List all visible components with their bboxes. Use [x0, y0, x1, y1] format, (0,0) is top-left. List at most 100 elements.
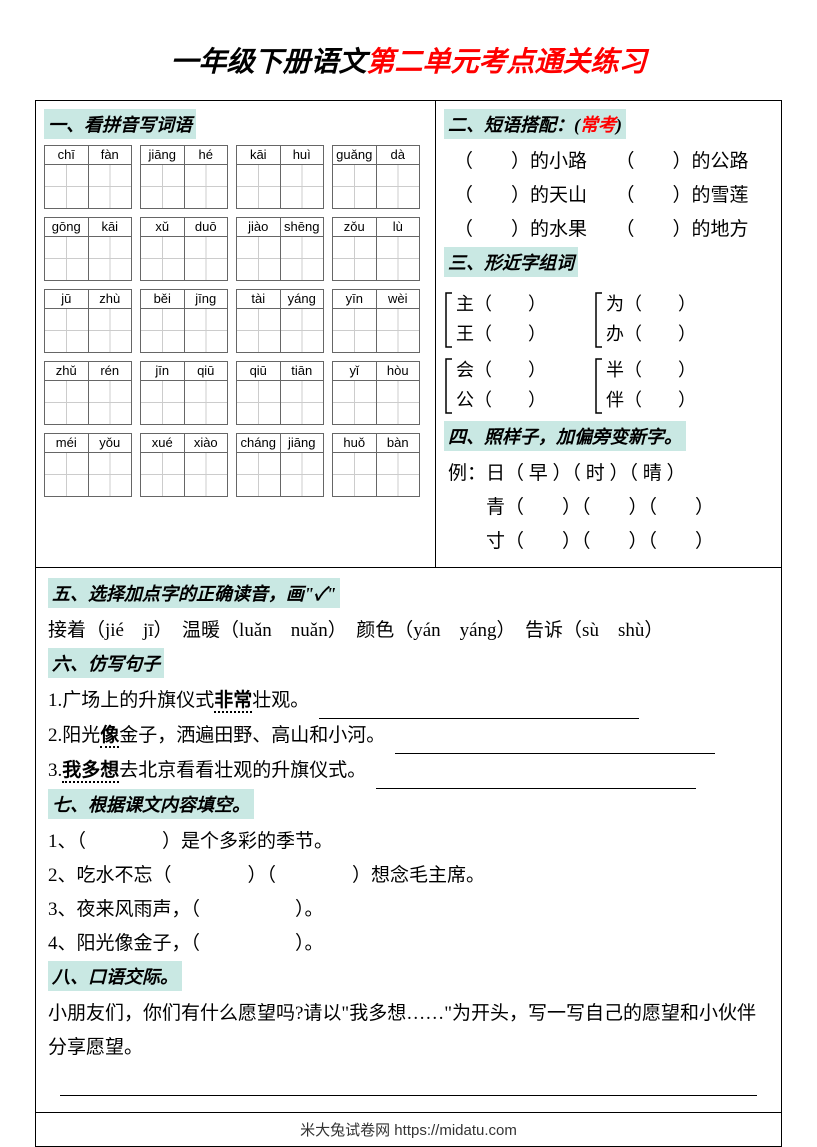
bottom-section: 五、选择加点字的正确读音，画"✓" 接着（jié jī） 温暖（luǎn nuǎ…	[36, 567, 781, 1112]
right-column: 二、短语搭配：(常考) （ ）的小路 （ ）的公路（ ）的天山 （ ）的雪莲（ …	[436, 101, 781, 567]
char-cell[interactable]	[141, 381, 185, 424]
pinyin-cell: wèi	[377, 290, 420, 308]
section3-header: 三、形近字组词	[444, 247, 578, 277]
pinyin-block: yīnwèi	[332, 289, 420, 353]
section3-groups: 主（ ）王（ ）为（ ）办（ ）会（ ）公（ ）半（ ）伴（ ）	[444, 289, 773, 415]
pinyin-cell: yīn	[333, 290, 377, 308]
pinyin-cell: zǒu	[333, 218, 377, 236]
top-row: 一、看拼音写词语 chīfànjiānghékāihuìguǎngdàgōngk…	[36, 101, 781, 567]
pinyin-block: jiānghé	[140, 145, 228, 209]
pinyin-grid: chīfànjiānghékāihuìguǎngdàgōngkāixǔduōji…	[44, 145, 427, 497]
pinyin-cell: méi	[45, 434, 89, 452]
char-cell[interactable]	[281, 309, 324, 352]
char-cell[interactable]	[377, 381, 420, 424]
char-cell[interactable]	[333, 165, 377, 208]
pinyin-cell: xiào	[185, 434, 228, 452]
pinyin-block: tàiyáng	[236, 289, 324, 353]
char-cell[interactable]	[377, 453, 420, 496]
char-cell[interactable]	[185, 309, 228, 352]
pinyin-block: běijīng	[140, 289, 228, 353]
pinyin-block: méiyǒu	[44, 433, 132, 497]
char-cell[interactable]	[45, 381, 89, 424]
char-cell[interactable]	[281, 381, 324, 424]
char-cell[interactable]	[45, 309, 89, 352]
pinyin-cell: gōng	[45, 218, 89, 236]
section2-lines: （ ）的小路 （ ）的公路（ ）的天山 （ ）的雪莲（ ）的水果 （ ）的地方	[444, 145, 773, 247]
char-cell[interactable]	[333, 237, 377, 280]
char-cell[interactable]	[377, 165, 420, 208]
pinyin-cell: cháng	[237, 434, 281, 452]
pinyin-block: chángjiāng	[236, 433, 324, 497]
bracket-item: 主（ ）	[456, 289, 546, 319]
left-column: 一、看拼音写词语 chīfànjiānghékāihuìguǎngdàgōngk…	[36, 101, 436, 567]
pinyin-cell: jīng	[185, 290, 228, 308]
char-cell[interactable]	[89, 309, 132, 352]
section7-header: 七、根据课文内容填空。	[48, 789, 254, 819]
bracket-item: 办（ ）	[606, 319, 696, 349]
pinyin-block: zǒulù	[332, 217, 420, 281]
bracket-column: 半（ ）伴（ ）	[606, 355, 696, 415]
pinyin-cell: hòu	[377, 362, 420, 380]
char-cell[interactable]	[45, 453, 89, 496]
char-cell[interactable]	[377, 309, 420, 352]
answer-blank[interactable]	[319, 697, 639, 719]
pinyin-cell: zhù	[89, 290, 132, 308]
answer-blank[interactable]	[376, 767, 696, 789]
section8-header: 八、口语交际。	[48, 961, 182, 991]
char-cell[interactable]	[377, 237, 420, 280]
char-cell[interactable]	[89, 381, 132, 424]
pinyin-block: jiàoshēng	[236, 217, 324, 281]
pinyin-cell: shēng	[281, 218, 324, 236]
char-cell[interactable]	[185, 381, 228, 424]
pinyin-block: jīnqiū	[140, 361, 228, 425]
char-cell[interactable]	[185, 237, 228, 280]
char-cell[interactable]	[237, 453, 281, 496]
char-cell[interactable]	[89, 453, 132, 496]
char-cell[interactable]	[237, 165, 281, 208]
pinyin-block: xǔduō	[140, 217, 228, 281]
pinyin-cell: fàn	[89, 146, 132, 164]
char-cell[interactable]	[141, 237, 185, 280]
example-line: 寸（ ）（ ）（ ）	[444, 525, 773, 559]
bracket-item: 公（ ）	[456, 385, 546, 415]
char-cell[interactable]	[237, 309, 281, 352]
writing-line[interactable]	[60, 1095, 757, 1096]
char-cell[interactable]	[333, 453, 377, 496]
pinyin-cell: duō	[185, 218, 228, 236]
pinyin-cell: xué	[141, 434, 185, 452]
section7-lines: 1、（ ）是个多彩的季节。2、吃水不忘（ ）（ ）想念毛主席。3、夜来风雨声，（…	[48, 825, 769, 961]
char-cell[interactable]	[89, 165, 132, 208]
char-cell[interactable]	[237, 237, 281, 280]
answer-blank[interactable]	[395, 732, 715, 754]
section5-line: 接着（jié jī） 温暖（luǎn nuǎn） 颜色（yán yáng） 告诉…	[48, 614, 769, 648]
char-cell[interactable]	[185, 165, 228, 208]
char-cell[interactable]	[45, 237, 89, 280]
char-cell[interactable]	[141, 165, 185, 208]
pinyin-cell: zhǔ	[45, 362, 89, 380]
char-cell[interactable]	[141, 453, 185, 496]
char-cell[interactable]	[237, 381, 281, 424]
char-cell[interactable]	[141, 309, 185, 352]
char-cell[interactable]	[45, 165, 89, 208]
char-cell[interactable]	[281, 165, 324, 208]
pinyin-cell: kāi	[237, 146, 281, 164]
bracket-column: 为（ ）办（ ）	[606, 289, 696, 349]
pinyin-cell: dà	[377, 146, 420, 164]
pinyin-block: zhǔrén	[44, 361, 132, 425]
pinyin-cell: rén	[89, 362, 132, 380]
char-cell[interactable]	[281, 237, 324, 280]
pinyin-cell: jū	[45, 290, 89, 308]
char-cell[interactable]	[333, 381, 377, 424]
char-cell[interactable]	[89, 237, 132, 280]
pinyin-block: jūzhù	[44, 289, 132, 353]
pinyin-cell: guǎng	[333, 146, 377, 164]
char-cell[interactable]	[185, 453, 228, 496]
pinyin-block: huǒbàn	[332, 433, 420, 497]
pinyin-cell: lù	[377, 218, 420, 236]
sentence-item: 3.我多想去北京看看壮观的升旗仪式。	[48, 754, 769, 789]
example-line: 青（ ）（ ）（ ）	[444, 491, 773, 525]
char-cell[interactable]	[333, 309, 377, 352]
char-cell[interactable]	[281, 453, 324, 496]
fill-line: 2、吃水不忘（ ）（ ）想念毛主席。	[48, 859, 769, 893]
bracket-column: 会（ ）公（ ）	[456, 355, 546, 415]
